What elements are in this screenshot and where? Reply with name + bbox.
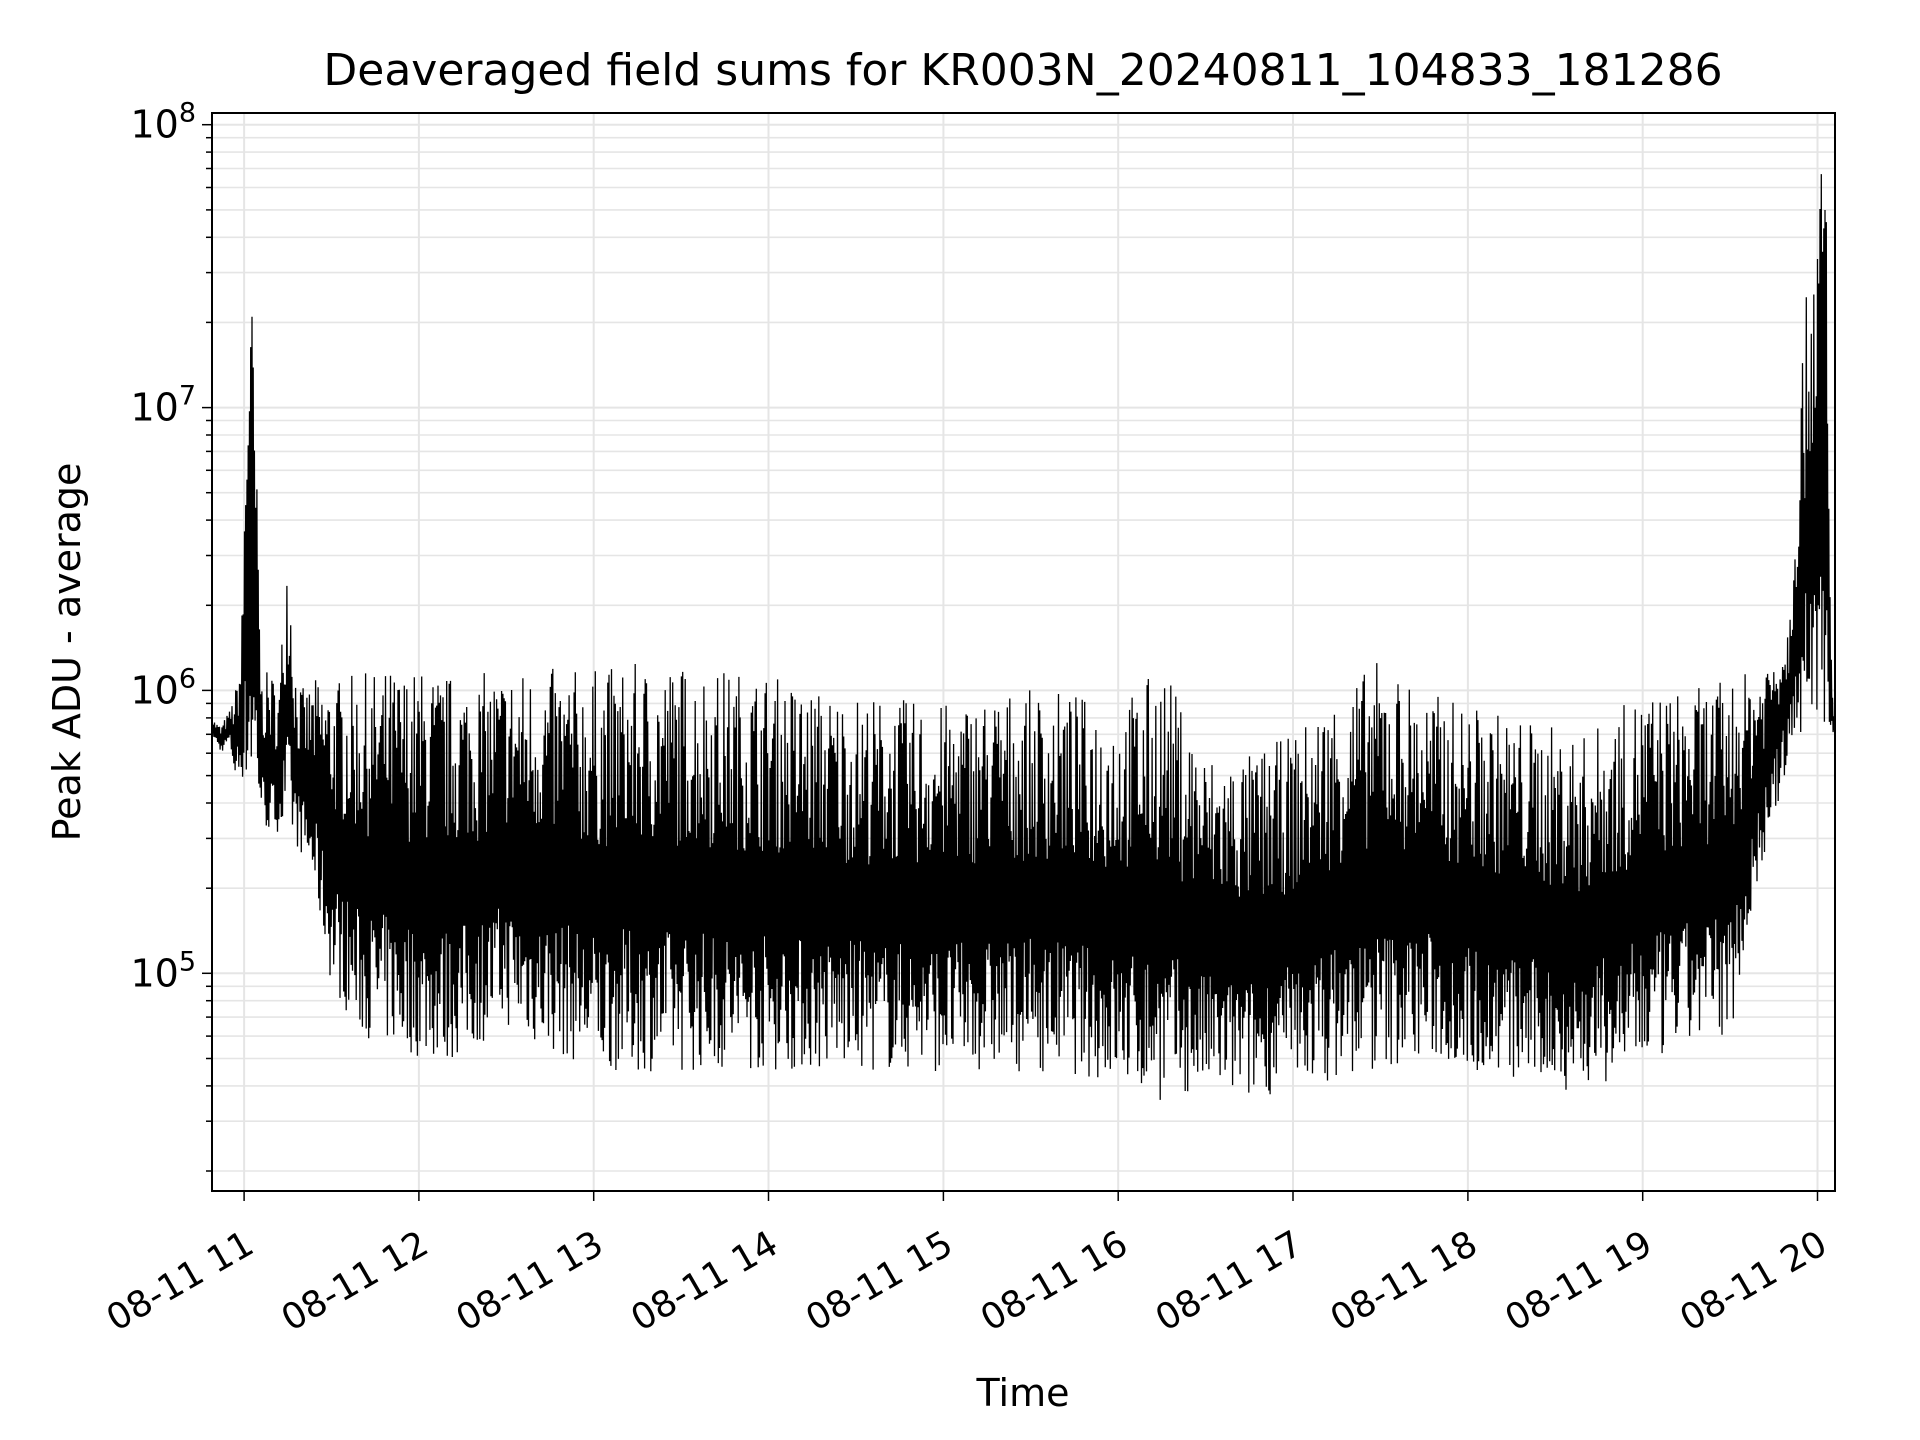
plot-frame xyxy=(211,112,1836,1192)
x-tick-label: 08-11 16 xyxy=(974,1223,1135,1339)
y-tick-label: 108 xyxy=(130,98,196,147)
x-tick-label: 08-11 13 xyxy=(450,1223,611,1339)
x-tick-label: 08-11 15 xyxy=(799,1223,960,1339)
x-tick-label: 08-11 18 xyxy=(1324,1223,1485,1339)
x-tick-label: 08-11 20 xyxy=(1673,1223,1834,1339)
y-tick-label: 107 xyxy=(130,381,196,430)
x-axis-label: Time xyxy=(976,1371,1070,1415)
series-line xyxy=(211,174,1836,1100)
chart-title: Deaveraged field sums for KR003N_2024081… xyxy=(323,45,1722,96)
y-tick-label: 105 xyxy=(130,946,196,995)
x-tick-label: 08-11 14 xyxy=(624,1223,785,1339)
x-tick-label: 08-11 11 xyxy=(100,1223,261,1339)
y-axis-label: Peak ADU - average xyxy=(45,463,89,842)
x-tick-label: 08-11 12 xyxy=(275,1223,436,1339)
y-axis: 105 106 107 108 xyxy=(130,98,212,1172)
y-tick-label: 106 xyxy=(130,663,196,712)
x-tick-label: 08-11 17 xyxy=(1149,1223,1310,1339)
x-axis: 08-11 11 08-11 12 08-11 13 08-11 14 08-11 15… xyxy=(100,1191,1834,1340)
x-tick-label: 08-11 19 xyxy=(1499,1223,1660,1339)
series-trace xyxy=(211,174,1836,1100)
